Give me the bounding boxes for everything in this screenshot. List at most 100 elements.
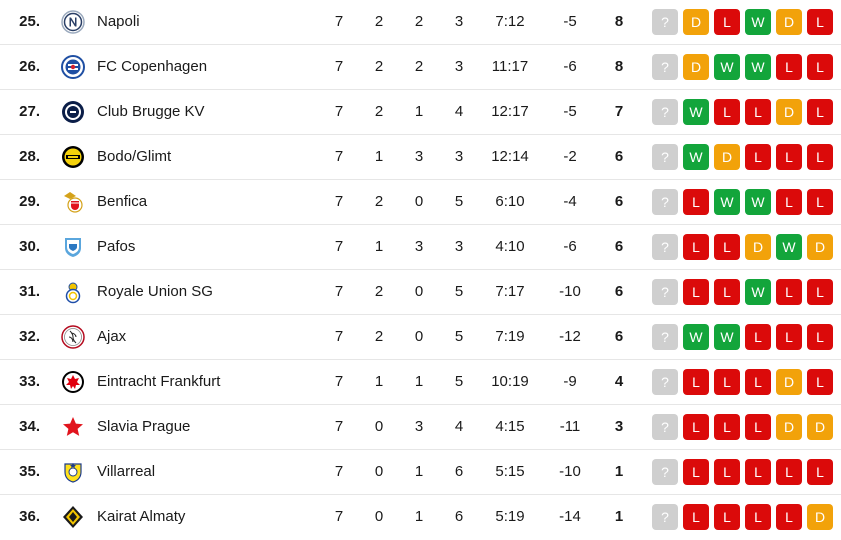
- form-badge-win[interactable]: W: [776, 234, 802, 260]
- form-badge-win[interactable]: W: [683, 324, 709, 350]
- form-badge-loss[interactable]: L: [807, 369, 833, 395]
- form-badge-loss[interactable]: L: [807, 279, 833, 305]
- form-badge-loss[interactable]: L: [714, 279, 740, 305]
- played-cell: 7: [334, 283, 344, 300]
- team-name-link[interactable]: Ajax: [97, 328, 127, 345]
- form-badge-win[interactable]: W: [714, 189, 740, 215]
- form-badge-loss[interactable]: L: [745, 144, 771, 170]
- table-row[interactable]: 34. Slavia Prague 7 0 3 4 4:15 -11 3? L L L D D: [0, 405, 841, 450]
- form-badge-loss[interactable]: L: [807, 189, 833, 215]
- team-name-link[interactable]: FC Copenhagen: [97, 58, 208, 75]
- form-badge-loss[interactable]: L: [807, 99, 833, 125]
- form-badge-loss[interactable]: L: [714, 504, 740, 530]
- form-badge-win[interactable]: W: [683, 99, 709, 125]
- team-name-link[interactable]: Napoli: [97, 13, 140, 30]
- form-badge-loss[interactable]: L: [776, 324, 802, 350]
- form-badge-win[interactable]: W: [745, 9, 771, 35]
- table-row[interactable]: 36. Kairat Almaty 7 0 1 6 5:19 -14 1? L L L L D: [0, 495, 841, 540]
- form-badge-draw[interactable]: D: [776, 414, 802, 440]
- team-name-link[interactable]: Slavia Prague: [97, 418, 191, 435]
- form-badge-loss[interactable]: L: [683, 234, 709, 260]
- form-badge-loss[interactable]: L: [776, 144, 802, 170]
- form-badge-loss[interactable]: L: [745, 324, 771, 350]
- team-name-link[interactable]: Villarreal: [97, 463, 156, 480]
- form-badge-win[interactable]: W: [714, 324, 740, 350]
- form-badge-next-match[interactable]: ?: [652, 99, 678, 125]
- form-badge-loss[interactable]: L: [683, 369, 709, 395]
- form-badge-loss[interactable]: L: [807, 9, 833, 35]
- form-badge-draw[interactable]: D: [807, 504, 833, 530]
- form-badge-loss[interactable]: L: [683, 459, 709, 485]
- form-badge-next-match[interactable]: ?: [652, 234, 678, 260]
- form-badge-draw[interactable]: D: [683, 54, 709, 80]
- form-badge-loss[interactable]: L: [776, 459, 802, 485]
- team-name-link[interactable]: Benfica: [97, 193, 148, 210]
- form-badge-next-match[interactable]: ?: [652, 504, 678, 530]
- table-row[interactable]: 25. Napoli 7 2 2 3 7:12 -5 8? D L W D L: [0, 0, 841, 45]
- team-name-link[interactable]: Bodo/Glimt: [97, 148, 172, 165]
- table-row[interactable]: 31. Royale Union SG 7 2 0 5 7:17 -10 6? L L W L L: [0, 270, 841, 315]
- form-badge-draw[interactable]: D: [776, 99, 802, 125]
- table-row[interactable]: 26. FC Copenhagen 7 2 2 3 11:17 -6 8? D W W L L: [0, 45, 841, 90]
- form-badge-loss[interactable]: L: [683, 279, 709, 305]
- form-badge-draw[interactable]: D: [683, 9, 709, 35]
- form-badge-next-match[interactable]: ?: [652, 279, 678, 305]
- form-badge-win[interactable]: W: [714, 54, 740, 80]
- table-row[interactable]: 35. Villarreal 7 0 1 6 5:15 -10 1? L L L L L: [0, 450, 841, 495]
- form-badge-next-match[interactable]: ?: [652, 324, 678, 350]
- table-row[interactable]: 30. Pafos 7 1 3 3 4:10 -6 6? L L D W D: [0, 225, 841, 270]
- table-row[interactable]: 29. Benfica 7 2 0 5 6:10 -4 6? L W W L L: [0, 180, 841, 225]
- form-badge-loss[interactable]: L: [714, 99, 740, 125]
- team-name-link[interactable]: Club Brugge KV: [97, 103, 205, 120]
- form-badge-loss[interactable]: L: [683, 504, 709, 530]
- form-badge-loss[interactable]: L: [745, 369, 771, 395]
- form-badge-next-match[interactable]: ?: [652, 369, 678, 395]
- team-name-link[interactable]: Royale Union SG: [97, 283, 213, 300]
- form-badge-draw[interactable]: D: [776, 9, 802, 35]
- form-badge-loss[interactable]: L: [807, 324, 833, 350]
- form-badge-win[interactable]: W: [745, 279, 771, 305]
- table-row[interactable]: 32. Ajax 7 2 0 5 7:19 -12 6? W W L L L: [0, 315, 841, 360]
- form-badge-draw[interactable]: D: [745, 234, 771, 260]
- form-badge-draw[interactable]: D: [776, 369, 802, 395]
- form-badge-loss[interactable]: L: [745, 459, 771, 485]
- form-badge-loss[interactable]: L: [714, 234, 740, 260]
- form-badge-win[interactable]: W: [683, 144, 709, 170]
- form-badge-loss[interactable]: L: [745, 414, 771, 440]
- form-badge-loss[interactable]: L: [776, 54, 802, 80]
- form-badge-loss[interactable]: L: [745, 504, 771, 530]
- form-badge-next-match[interactable]: ?: [652, 54, 678, 80]
- form-badge-loss[interactable]: L: [714, 414, 740, 440]
- form-badge-loss[interactable]: L: [776, 279, 802, 305]
- table-row[interactable]: 33. Eintracht Frankfurt 7 1 1 5 10:19 -9 4? L L L D L: [0, 360, 841, 405]
- form-badge-draw[interactable]: D: [807, 414, 833, 440]
- form-badge-win[interactable]: W: [745, 189, 771, 215]
- form-badge-loss[interactable]: L: [776, 504, 802, 530]
- form-badge-loss[interactable]: L: [683, 414, 709, 440]
- form-badge-next-match[interactable]: ?: [652, 414, 678, 440]
- form-badge-draw[interactable]: D: [807, 234, 833, 260]
- form-badge-next-match[interactable]: ?: [652, 459, 678, 485]
- form-badge-next-match[interactable]: ?: [652, 189, 678, 215]
- form-badge-loss[interactable]: L: [714, 369, 740, 395]
- table-row[interactable]: 27. Club Brugge KV 7 2 1 4 12:17 -5 7? W L L D L: [0, 90, 841, 135]
- form-badge-loss[interactable]: L: [683, 189, 709, 215]
- points-cell: 7: [614, 103, 624, 120]
- goal-difference-cell: -6: [563, 58, 577, 75]
- form-badge-next-match[interactable]: ?: [652, 144, 678, 170]
- form-badge-loss[interactable]: L: [807, 459, 833, 485]
- team-name-link[interactable]: Pafos: [97, 238, 136, 255]
- form-badge-loss[interactable]: L: [714, 459, 740, 485]
- lost-cell: 5: [454, 373, 464, 390]
- team-name-link[interactable]: Kairat Almaty: [97, 508, 186, 525]
- form-badge-draw[interactable]: D: [714, 144, 740, 170]
- form-badge-loss[interactable]: L: [776, 189, 802, 215]
- form-badge-win[interactable]: W: [745, 54, 771, 80]
- form-badge-loss[interactable]: L: [807, 54, 833, 80]
- form-badge-next-match[interactable]: ?: [652, 9, 678, 35]
- table-row[interactable]: 28. Bodo/Glimt 7 1 3 3 12:14 -2 6? W D L L L: [0, 135, 841, 180]
- form-badge-loss[interactable]: L: [714, 9, 740, 35]
- form-badge-loss[interactable]: L: [807, 144, 833, 170]
- form-badge-loss[interactable]: L: [745, 99, 771, 125]
- team-name-link[interactable]: Eintracht Frankfurt: [97, 373, 221, 390]
